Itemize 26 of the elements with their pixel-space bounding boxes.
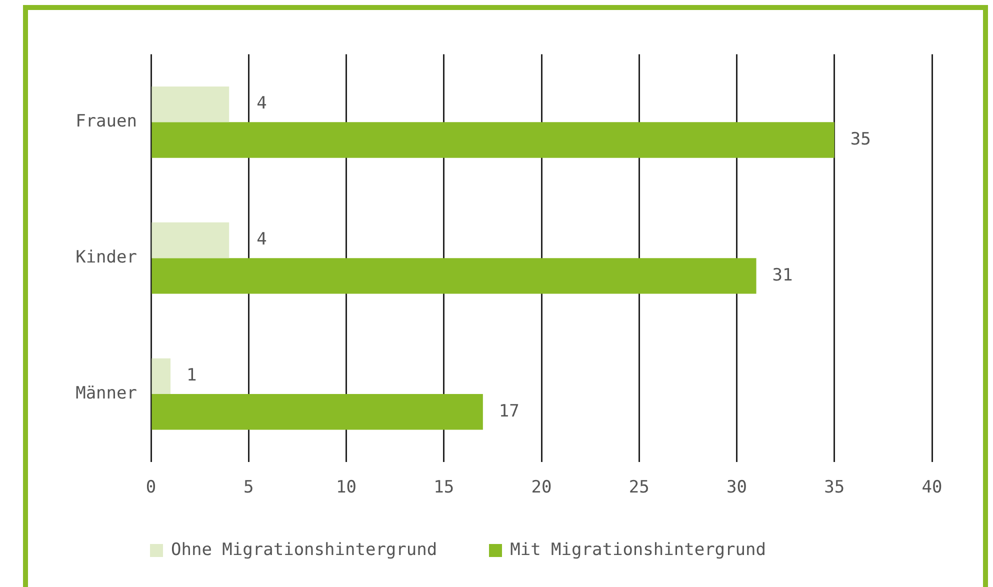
data-label: 4: [256, 230, 267, 250]
y-tick-label: Kinder: [76, 248, 137, 268]
x-tick-label: 30: [726, 478, 747, 498]
x-tick-label: 20: [531, 478, 552, 498]
bar: [152, 222, 230, 258]
bar: [152, 122, 834, 158]
x-tick-label: 25: [628, 478, 650, 498]
bar: [152, 358, 171, 394]
x-tick-label: 15: [434, 478, 454, 498]
legend-label: Ohne Migrationshintergrund: [171, 540, 438, 560]
y-tick-label: Frauen: [76, 112, 137, 132]
x-tick-label: 10: [336, 478, 356, 498]
data-label: 4: [256, 94, 267, 114]
data-label: 35: [850, 129, 871, 150]
x-tick-label: 35: [824, 478, 845, 498]
bar: [152, 86, 230, 122]
bar: [152, 258, 756, 294]
bar: [152, 394, 483, 430]
y-tick-label: Männer: [76, 383, 137, 404]
x-tick-label: 40: [922, 478, 942, 498]
data-label: 17: [498, 401, 520, 422]
legend-label: Mit Migrationshintergrund: [510, 540, 766, 560]
x-tick-label: 0: [146, 478, 156, 498]
data-label: 1: [186, 366, 197, 386]
data-label: 31: [772, 265, 793, 286]
x-tick-label: 5: [244, 478, 254, 498]
